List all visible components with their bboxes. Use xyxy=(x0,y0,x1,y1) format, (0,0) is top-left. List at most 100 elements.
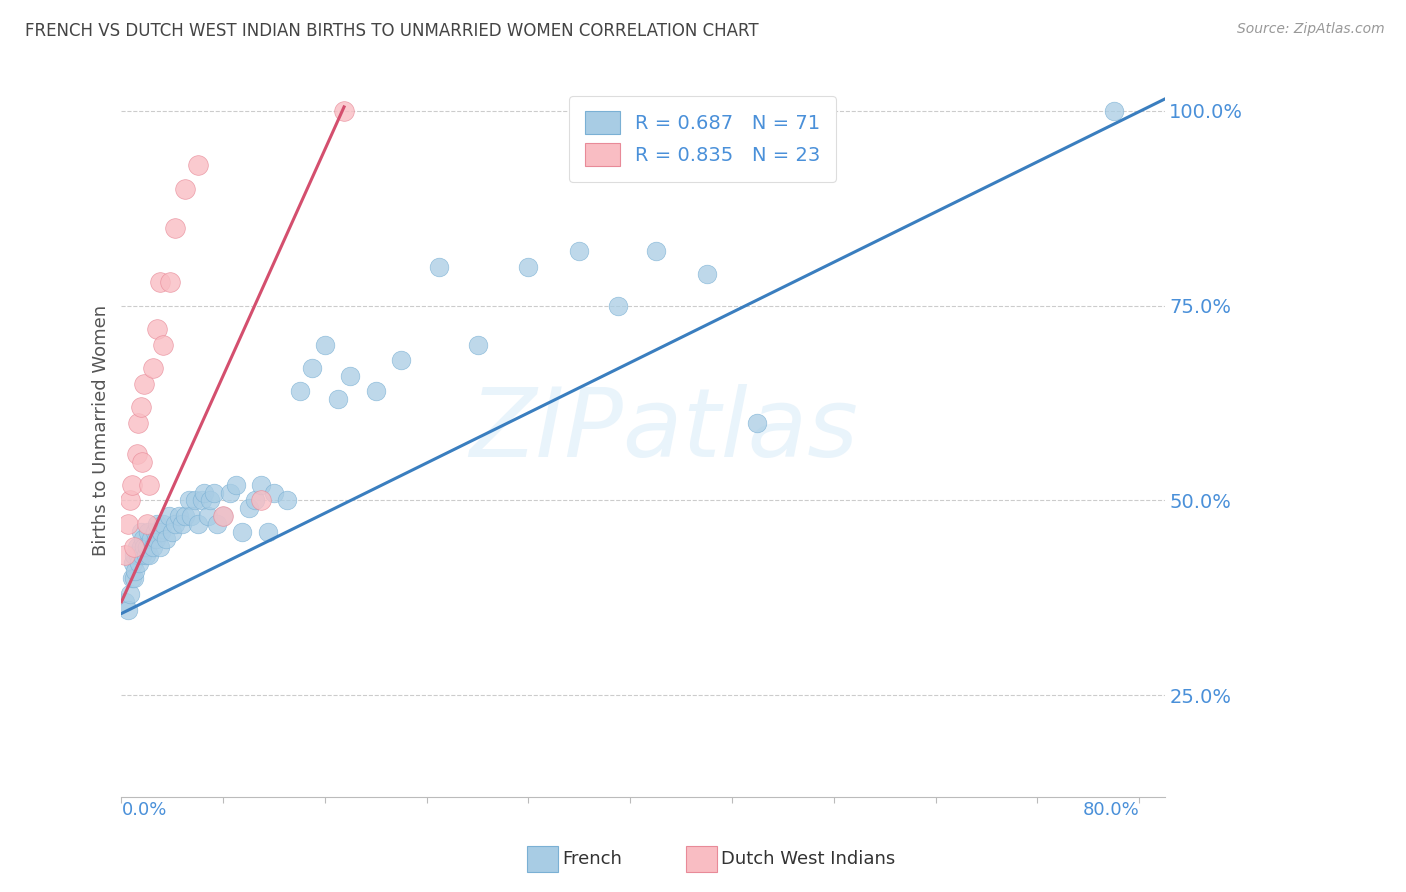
Point xyxy=(157,509,180,524)
Point xyxy=(568,244,591,259)
Point xyxy=(122,571,145,585)
Point xyxy=(197,509,219,524)
Text: Source: ZipAtlas.com: Source: ZipAtlas.com xyxy=(1237,22,1385,37)
Point xyxy=(131,454,153,468)
Point xyxy=(149,275,172,289)
Point xyxy=(167,509,190,524)
Point xyxy=(187,158,209,172)
Point xyxy=(135,541,157,555)
Point xyxy=(250,478,273,492)
Point xyxy=(276,493,298,508)
Point xyxy=(152,337,174,351)
Point xyxy=(149,524,172,539)
Point xyxy=(114,548,136,562)
Point xyxy=(146,322,169,336)
Point xyxy=(314,337,336,351)
Point xyxy=(146,516,169,531)
Point xyxy=(243,493,266,508)
Point xyxy=(256,524,278,539)
Point xyxy=(134,376,156,391)
Point xyxy=(117,602,139,616)
Point xyxy=(187,516,209,531)
Point xyxy=(124,564,146,578)
Point xyxy=(121,571,143,585)
Point xyxy=(138,478,160,492)
Point xyxy=(120,493,142,508)
Point xyxy=(138,548,160,562)
Point xyxy=(129,400,152,414)
Point xyxy=(333,103,356,118)
Point xyxy=(326,392,349,407)
Point xyxy=(121,478,143,492)
Point xyxy=(429,260,451,274)
Point xyxy=(125,541,148,555)
Point xyxy=(127,416,149,430)
Text: FRENCH VS DUTCH WEST INDIAN BIRTHS TO UNMARRIED WOMEN CORRELATION CHART: FRENCH VS DUTCH WEST INDIAN BIRTHS TO UN… xyxy=(25,22,759,40)
Point xyxy=(120,587,142,601)
Point xyxy=(364,384,387,399)
Legend: R = 0.687   N = 71, R = 0.835   N = 23: R = 0.687 N = 71, R = 0.835 N = 23 xyxy=(569,95,837,181)
Point xyxy=(1102,103,1125,118)
Point xyxy=(129,541,152,555)
Point xyxy=(218,485,240,500)
Point xyxy=(288,384,311,399)
Text: 0.0%: 0.0% xyxy=(121,801,167,820)
Point xyxy=(200,493,222,508)
Point xyxy=(134,541,156,555)
Text: French: French xyxy=(562,850,623,868)
Point xyxy=(152,516,174,531)
Point xyxy=(263,485,285,500)
Point xyxy=(231,524,253,539)
Point xyxy=(225,478,247,492)
Point xyxy=(212,509,235,524)
Point xyxy=(159,275,181,289)
Point xyxy=(143,524,166,539)
Point xyxy=(127,548,149,562)
Point xyxy=(131,548,153,562)
Point xyxy=(174,182,197,196)
Point xyxy=(202,485,225,500)
Point xyxy=(132,533,155,547)
Point xyxy=(149,541,172,555)
Point xyxy=(238,501,260,516)
Point xyxy=(644,244,666,259)
Point xyxy=(122,548,145,562)
Point xyxy=(174,509,197,524)
Point xyxy=(301,361,323,376)
Point xyxy=(163,516,186,531)
Point xyxy=(142,361,165,376)
Point xyxy=(184,493,207,508)
Point xyxy=(177,493,200,508)
Y-axis label: Births to Unmarried Women: Births to Unmarried Women xyxy=(93,305,110,556)
Point xyxy=(517,260,540,274)
Point xyxy=(696,268,718,282)
Point xyxy=(139,533,162,547)
Point xyxy=(128,556,150,570)
Point xyxy=(136,524,159,539)
Point xyxy=(747,416,769,430)
Point xyxy=(142,541,165,555)
Point xyxy=(162,524,184,539)
Point xyxy=(212,509,235,524)
Point xyxy=(155,533,177,547)
Point xyxy=(467,337,489,351)
Point xyxy=(145,533,167,547)
Point xyxy=(606,299,628,313)
Point xyxy=(122,541,145,555)
Point xyxy=(339,368,361,383)
Point xyxy=(163,220,186,235)
Point xyxy=(172,516,194,531)
Point xyxy=(117,516,139,531)
Text: 80.0%: 80.0% xyxy=(1083,801,1139,820)
Point xyxy=(193,485,215,500)
Point xyxy=(135,548,157,562)
Point xyxy=(122,556,145,570)
Point xyxy=(135,516,157,531)
Text: Dutch West Indians: Dutch West Indians xyxy=(721,850,896,868)
Point xyxy=(114,595,136,609)
Point xyxy=(205,516,228,531)
Point xyxy=(125,447,148,461)
Point xyxy=(190,493,212,508)
Text: ZIPatlas: ZIPatlas xyxy=(470,384,858,477)
Point xyxy=(129,524,152,539)
